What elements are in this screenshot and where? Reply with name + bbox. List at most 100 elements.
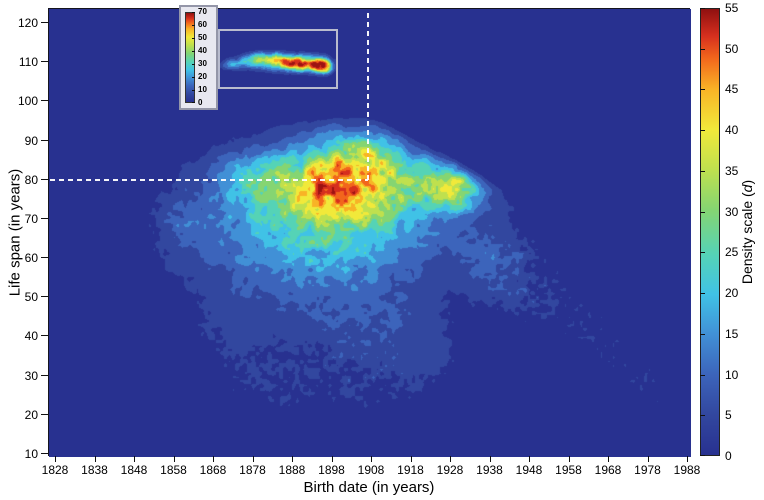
x-tick [489,456,491,462]
inset-colorbar [185,12,195,103]
crosshair-horizontal-line [50,178,369,181]
y-tick [41,257,48,259]
x-tick-label: 1838 [81,463,108,477]
x-tick [55,456,56,462]
x-tick [410,456,412,462]
y-tick-label: 120 [17,16,38,30]
x-tick [371,456,372,462]
x-tick [213,456,214,462]
y-tick-label: 60 [24,251,38,266]
x-tick-label: 1888 [278,463,306,477]
inset-colorbar-tick-label: 20 [198,72,207,81]
x-tick-label: 1868 [199,463,227,477]
inset-colorbar-tick [192,25,195,26]
x-tick-label: 1958 [555,463,582,477]
colorbar-tick [700,415,705,417]
x-tick [173,456,175,462]
x-tick-label: 1988 [673,463,701,477]
x-tick [529,456,530,462]
y-tick [41,452,48,454]
colorbar-tick-label: 10 [725,367,739,382]
colorbar-tick-label: 20 [725,286,739,301]
y-tick-label: 100 [17,94,38,109]
x-tick [687,456,688,462]
inset-colorbar-tick [192,77,195,78]
colorbar-tick [700,374,705,376]
x-tick-label: 1828 [41,463,69,477]
y-tick [41,335,48,337]
colorbar-tick [700,252,705,254]
x-tick-label: 1848 [120,463,148,477]
x-tick-label: 1878 [239,463,266,477]
y-tick-label: 80 [24,172,38,187]
x-tick-label: 1918 [397,463,424,477]
crosshair-vertical-line [367,13,370,180]
colorbar-tick [700,211,705,213]
colorbar-tick [700,455,705,456]
x-tick-label: 1898 [318,463,345,477]
colorbar-tick-label: 0 [725,449,732,463]
plot-area: 0 10 20 30 40 50 60 70 [48,5,691,457]
x-tick [331,456,333,462]
x-tick [292,456,293,462]
inset-colorbar-tick-label: 70 [198,7,207,16]
colorbar-tick-label: 25 [725,245,739,260]
x-tick [134,456,135,462]
inset-colorbar-tick [192,64,195,65]
colorbar-tick [700,170,705,172]
x-tick-label: 1938 [476,463,503,477]
colorbar-tick [700,293,705,295]
x-tick-label: 1908 [357,463,385,477]
y-tick-label: 20 [24,407,38,422]
density-contour-canvas [49,9,691,457]
colorbar-tick [700,89,705,91]
x-tick-label: 1968 [594,463,622,477]
y-tick [41,22,48,23]
y-tick-label: 70 [24,211,38,226]
colorbar-tick [700,48,705,50]
x-tick [94,456,96,462]
colorbar-tick-label: 15 [725,326,739,341]
y-tick [41,61,48,63]
colorbar-tick-label: 40 [725,123,739,138]
density-colorbar [700,8,720,456]
y-tick-label: 110 [18,55,38,70]
y-axis-label: Life span (in years) [6,168,24,297]
inset-colorbar-tick-label: 30 [198,59,207,68]
inset-colorbar-tick-label: 40 [198,46,207,55]
y-tick-label: 10 [24,446,38,461]
y-tick-label: 50 [24,290,38,305]
inset-colorbar-tick [192,102,195,103]
colorbar-tick-label: 45 [725,82,739,97]
x-axis-label: Birth date (in years) [303,479,435,496]
colorbar-tick-label: 55 [725,1,739,15]
y-tick [41,374,48,376]
y-tick [41,217,48,219]
x-tick [252,456,254,462]
colorbar-tick-label: 5 [725,408,732,423]
x-tick-label: 1948 [515,463,543,477]
colorbar-tick-label: 50 [725,41,739,56]
y-tick [41,100,48,102]
y-tick [41,413,48,415]
inset-colorbar-tick [192,38,195,39]
inset-colorbar-tick [192,90,195,91]
inset-colorbar-tick [192,12,195,13]
inset-density-canvas [218,29,338,89]
y-tick [41,178,48,180]
colorbar-tick [700,130,705,132]
y-tick [41,296,48,298]
x-tick [568,456,570,462]
inset-colorbar-tick-label: 10 [198,85,207,94]
x-tick [450,456,451,462]
y-tick-label: 90 [24,133,38,148]
x-tick [647,456,649,462]
inset-colorbar-tick-label: 50 [198,33,207,42]
inset-legend-box: 0 10 20 30 40 50 60 70 [179,5,218,110]
x-tick-label: 1978 [634,463,661,477]
inset-colorbar-tick-label: 0 [198,98,203,107]
y-tick [41,139,48,141]
x-tick-label: 1858 [160,463,187,477]
colorbar-label: Density scale (d) [739,179,755,285]
